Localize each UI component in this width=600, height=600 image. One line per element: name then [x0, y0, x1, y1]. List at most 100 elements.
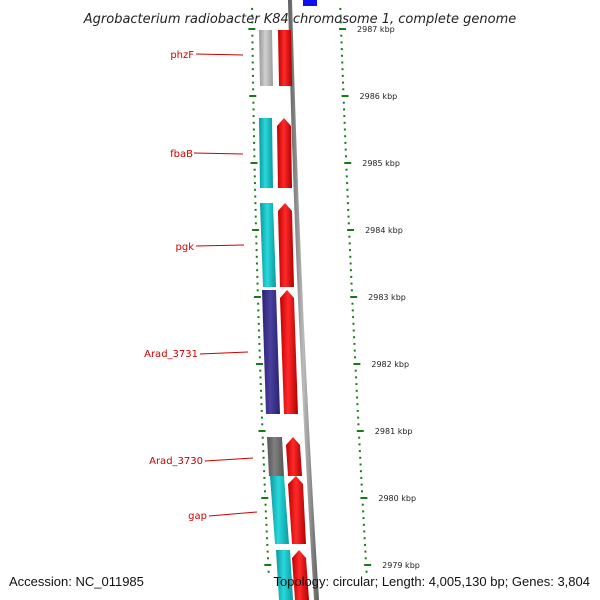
inner-tick — [255, 249, 258, 252]
inner-tick — [251, 14, 254, 17]
outer-tick — [343, 121, 346, 124]
inner-tick — [263, 490, 266, 493]
inner-tick — [263, 483, 266, 486]
outer-tick — [363, 530, 366, 533]
inner-tick — [251, 54, 254, 57]
outer-tick — [359, 463, 362, 466]
kbp-label: 2984 kbp — [365, 226, 403, 235]
outer-tick — [348, 242, 351, 245]
inner-tick — [258, 430, 266, 432]
outer-tick — [364, 543, 367, 546]
inner-tick — [257, 322, 260, 325]
outer-tick — [340, 48, 343, 51]
outer-tick — [356, 403, 359, 406]
outer-tick — [350, 275, 353, 278]
inner-tick — [253, 175, 256, 178]
map-title: Agrobacterium radiobacter K84 chromosome… — [83, 12, 516, 27]
outer-tick — [343, 128, 346, 131]
outer-tick — [358, 450, 361, 453]
pointer-fbaB — [193, 152, 244, 155]
inner-tick — [264, 503, 267, 506]
outer-tick — [359, 470, 362, 473]
outer-tick — [354, 356, 357, 359]
inner-tick — [263, 476, 266, 479]
inner-tick — [258, 356, 261, 359]
inner-tick — [256, 282, 259, 285]
forward-gene-4 — [280, 290, 298, 414]
inner-tick — [252, 115, 255, 118]
inner-tick — [259, 389, 262, 392]
outer-tick — [339, 21, 342, 24]
outer-tick — [346, 202, 349, 205]
inner-tick — [262, 463, 265, 466]
kbp-label: 2986 kbp — [360, 92, 398, 101]
outer-tick — [351, 302, 354, 305]
outer-tick — [362, 517, 365, 520]
forward-gene-7 — [292, 550, 309, 600]
inner-tick — [260, 416, 263, 419]
inner-tick — [260, 409, 263, 412]
inner-tick — [257, 329, 260, 332]
outer-tick — [341, 95, 349, 97]
outer-tick — [341, 68, 344, 71]
outer-tick — [362, 523, 365, 526]
outer-tick — [346, 195, 349, 198]
outer-tick — [341, 54, 344, 57]
outer-tick — [356, 430, 364, 432]
outer-tick — [346, 188, 349, 191]
inner-tick — [259, 369, 262, 372]
inner-tick — [251, 68, 254, 71]
outer-tick — [352, 329, 355, 332]
outer-tick — [364, 557, 367, 560]
inner-tick — [266, 543, 269, 546]
outer-tick — [345, 168, 348, 171]
inner-tick — [254, 222, 257, 225]
kbp-label: 2987 kbp — [357, 25, 395, 34]
outer-tick — [361, 503, 364, 506]
outer-tick — [352, 322, 355, 325]
outer-tick — [353, 349, 356, 352]
inner-tick — [260, 396, 263, 399]
inner-tick — [253, 148, 256, 151]
outer-tick — [347, 215, 350, 218]
forward-gene-3 — [278, 203, 294, 287]
outer-tick — [344, 162, 352, 164]
outer-tick — [339, 7, 342, 10]
outer-tick — [349, 249, 352, 252]
inner-tick — [264, 510, 267, 513]
outer-tick — [360, 483, 363, 486]
outer-tick — [350, 296, 358, 298]
inner-tick — [254, 188, 257, 191]
inner-tick — [252, 101, 255, 104]
inner-tick — [255, 255, 258, 258]
forward-gene-6 — [288, 476, 306, 544]
inner-tick — [251, 7, 254, 10]
inner-tick — [254, 195, 257, 198]
inner-tick — [259, 376, 262, 379]
outer-tick — [349, 269, 352, 272]
inner-tick — [251, 74, 254, 77]
inner-tick — [256, 289, 259, 292]
inner-tick — [265, 523, 268, 526]
gene-label-pgk: pgk — [176, 242, 195, 253]
outer-tick — [343, 115, 346, 118]
accession-text: Accession: NC_011985 — [9, 574, 144, 589]
inner-tick — [251, 61, 254, 64]
kbp-label: 2985 kbp — [362, 159, 400, 168]
inner-tick — [261, 423, 264, 426]
outer-tick — [364, 550, 367, 553]
inner-tick — [261, 436, 264, 439]
outer-tick — [358, 436, 361, 439]
outer-tick — [352, 316, 355, 319]
forward-gene-2 — [277, 118, 292, 188]
outer-tick — [347, 229, 355, 231]
inner-tick — [255, 262, 258, 265]
genome-summary-text: Topology: circular; Length: 4,005,130 bp… — [273, 574, 590, 589]
outer-tick — [339, 28, 347, 30]
outer-tick — [350, 289, 353, 292]
gene-cyan-bottom — [276, 550, 293, 600]
inner-tick — [253, 296, 261, 298]
gene-Arad_3730 — [267, 437, 284, 476]
outer-tick — [351, 309, 354, 312]
inner-tick — [257, 309, 260, 312]
